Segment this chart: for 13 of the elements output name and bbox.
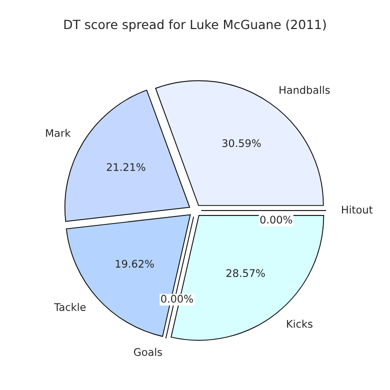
data-label: 30.59% [222,139,261,148]
slice-label: Kicks [287,320,312,328]
data-label: 21.21% [106,163,146,172]
text: 0.00% [260,216,292,224]
data-label: 19.62% [116,260,154,268]
chart-title: DT score spread for Luke McGuane (2011) [64,20,326,32]
category-label: Hitout [342,206,373,214]
slice-label: Mark [46,128,71,137]
slice-label: Tackle [54,302,86,311]
category-label: Goals [134,348,162,356]
slice-label: Handballs [280,86,330,94]
text: 0.00% [161,294,193,303]
data-label: 28.57% [226,269,265,278]
